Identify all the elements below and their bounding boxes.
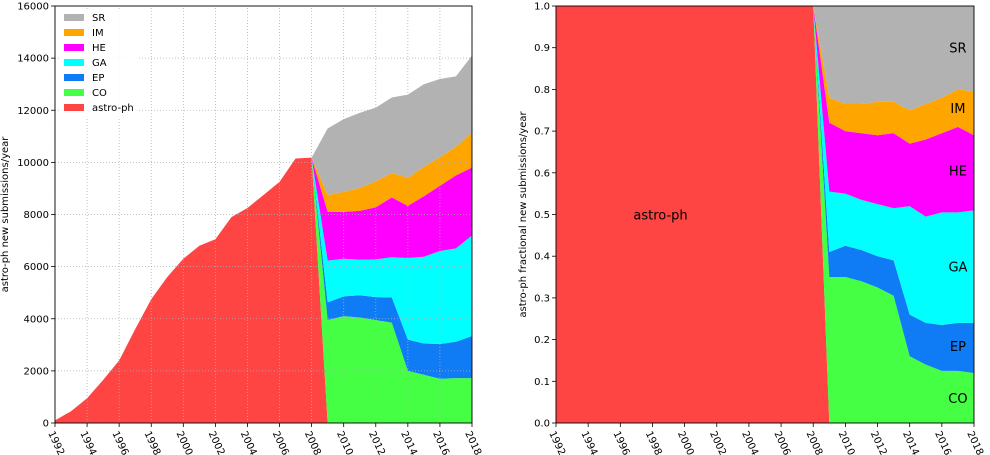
x-tick-label: 2016 [932, 430, 953, 455]
x-tick-label: 2000 [675, 430, 696, 455]
y-axis-label: astro-ph fractional new submissions/year [518, 110, 529, 317]
y-tick-label: 8000 [24, 210, 49, 221]
x-tick-label: 1998 [142, 430, 163, 455]
legend-swatch-sr [64, 14, 84, 21]
x-tick-label: 1992 [45, 430, 66, 455]
y-tick-label: 4000 [24, 314, 49, 325]
left-chart-absolute: 1992 1994 1996 1998 2000 2002 2004 2006 2008 2010… [0, 2, 483, 455]
y-tick-label: 0.4 [534, 252, 550, 263]
y-tick-label: 0.3 [534, 293, 550, 304]
area-ga [55, 157, 472, 421]
y-tick-label: 16000 [17, 2, 49, 13]
y-tick-label: 0.5 [534, 210, 550, 221]
x-tick-label: 1994 [578, 430, 599, 455]
area-astro-ph [55, 157, 472, 423]
y-tick-label: 0.9 [534, 43, 550, 54]
x-tick-label: 2012 [868, 430, 889, 455]
x-tick-label: 2002 [206, 430, 227, 455]
y-tick-label: 1.0 [534, 2, 550, 13]
x-tick-label: 1992 [546, 430, 567, 455]
legend-label-im: IM [92, 28, 104, 39]
legend-swatch-co [64, 89, 84, 96]
x-tick-label: 2010 [836, 430, 857, 455]
y-tick-label: 10000 [17, 158, 49, 169]
x-tick-label: 2010 [334, 430, 355, 455]
legend-swatch-he [64, 44, 84, 51]
area-sr [556, 6, 974, 111]
x-tick-label: 1996 [611, 430, 632, 455]
legend-label-ga: GA [92, 58, 107, 69]
legend-swatch-ga [64, 59, 84, 66]
legend-swatch-ep [64, 74, 84, 81]
area-he [556, 6, 974, 217]
x-tick-label: 2002 [707, 430, 728, 455]
area-he [55, 157, 472, 421]
legend-label-sr: SR [92, 13, 105, 24]
legend-swatch-im [64, 29, 84, 36]
x-tick-label: 2006 [771, 430, 792, 455]
area-ga [556, 6, 974, 325]
legend-label-ep: EP [92, 73, 104, 84]
y-tick-label: 0.2 [534, 335, 550, 346]
x-tick-label: 2004 [238, 430, 259, 455]
series-label-astro-ph: astro-ph [633, 209, 687, 224]
y-tick-label: 0.8 [534, 85, 550, 96]
area-co [55, 157, 472, 423]
series-label-sr: SR [949, 42, 966, 57]
x-tick-label: 2006 [270, 430, 291, 455]
area-im [556, 6, 974, 144]
x-tick-label: 2018 [462, 430, 483, 455]
y-tick-label: 0.7 [534, 127, 550, 138]
y-tick-label: 14000 [17, 54, 49, 65]
legend-label-he: HE [92, 43, 106, 54]
series-label-he: HE [949, 165, 967, 180]
legend-label-astro-ph: astro-ph [92, 103, 134, 114]
y-tick-label: 2000 [24, 366, 49, 377]
right-chart-fractional: 1992 1994 1996 1998 2000 2002 2004 2006 2008 2010… [518, 2, 985, 455]
x-tick-label: 2008 [804, 430, 825, 455]
y-tick-label: 0 [43, 419, 49, 430]
legend-label-co: CO [92, 88, 107, 99]
x-tick-label: 2016 [430, 430, 451, 455]
area-co [556, 6, 974, 423]
x-tick-label: 2014 [900, 430, 921, 455]
x-tick-label: 2018 [964, 430, 985, 455]
area-sr [55, 55, 472, 421]
area-astro-ph [556, 6, 974, 423]
x-tick-label: 2000 [174, 430, 195, 455]
y-tick-label: 0.0 [534, 419, 550, 430]
series-label-im: IM [950, 102, 965, 117]
y-tick-label: 0.6 [534, 168, 550, 179]
y-tick-label: 0.1 [534, 377, 550, 388]
area-ep [556, 6, 974, 373]
x-tick-label: 1994 [77, 430, 98, 455]
x-tick-label: 2008 [302, 430, 323, 455]
area-im [55, 132, 472, 421]
series-label-co: CO [948, 392, 967, 407]
y-tick-label: 12000 [17, 106, 49, 117]
series-label-ga: GA [948, 261, 967, 276]
series-label-ep: EP [950, 340, 966, 355]
y-tick-label: 6000 [24, 262, 49, 273]
legend-swatch-astro-ph [64, 104, 84, 111]
x-tick-label: 1996 [109, 430, 130, 455]
x-tick-label: 2012 [366, 430, 387, 455]
x-tick-label: 2014 [398, 430, 419, 455]
x-tick-label: 2004 [739, 430, 760, 455]
x-tick-label: 1998 [643, 430, 664, 455]
legend: SR IM HE GA EP CO astro-ph [59, 10, 137, 118]
y-axis-label: astro-ph new submissions/year [0, 136, 11, 293]
